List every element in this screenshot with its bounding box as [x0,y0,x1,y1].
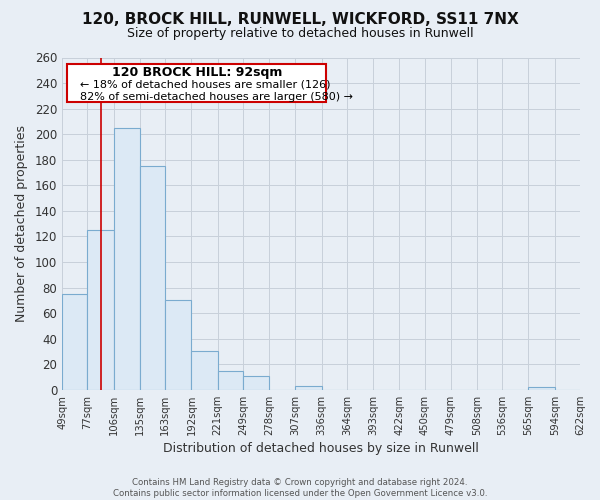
X-axis label: Distribution of detached houses by size in Runwell: Distribution of detached houses by size … [163,442,479,455]
Text: Contains HM Land Registry data © Crown copyright and database right 2024.
Contai: Contains HM Land Registry data © Crown c… [113,478,487,498]
Bar [243,376,269,390]
Bar [140,166,165,390]
Y-axis label: Number of detached properties: Number of detached properties [15,125,28,322]
Text: 120 BROCK HILL: 92sqm: 120 BROCK HILL: 92sqm [112,66,282,79]
Bar [295,386,322,390]
Bar [113,128,140,390]
Text: Size of property relative to detached houses in Runwell: Size of property relative to detached ho… [127,28,473,40]
Bar [165,300,191,390]
Bar [529,388,554,390]
Text: 120, BROCK HILL, RUNWELL, WICKFORD, SS11 7NX: 120, BROCK HILL, RUNWELL, WICKFORD, SS11… [82,12,518,28]
Bar [88,230,113,390]
FancyBboxPatch shape [67,64,326,102]
Bar [218,370,243,390]
Bar [191,352,218,390]
Text: ← 18% of detached houses are smaller (126): ← 18% of detached houses are smaller (12… [80,80,331,90]
Text: 82% of semi-detached houses are larger (580) →: 82% of semi-detached houses are larger (… [80,92,353,102]
Bar [62,294,88,390]
